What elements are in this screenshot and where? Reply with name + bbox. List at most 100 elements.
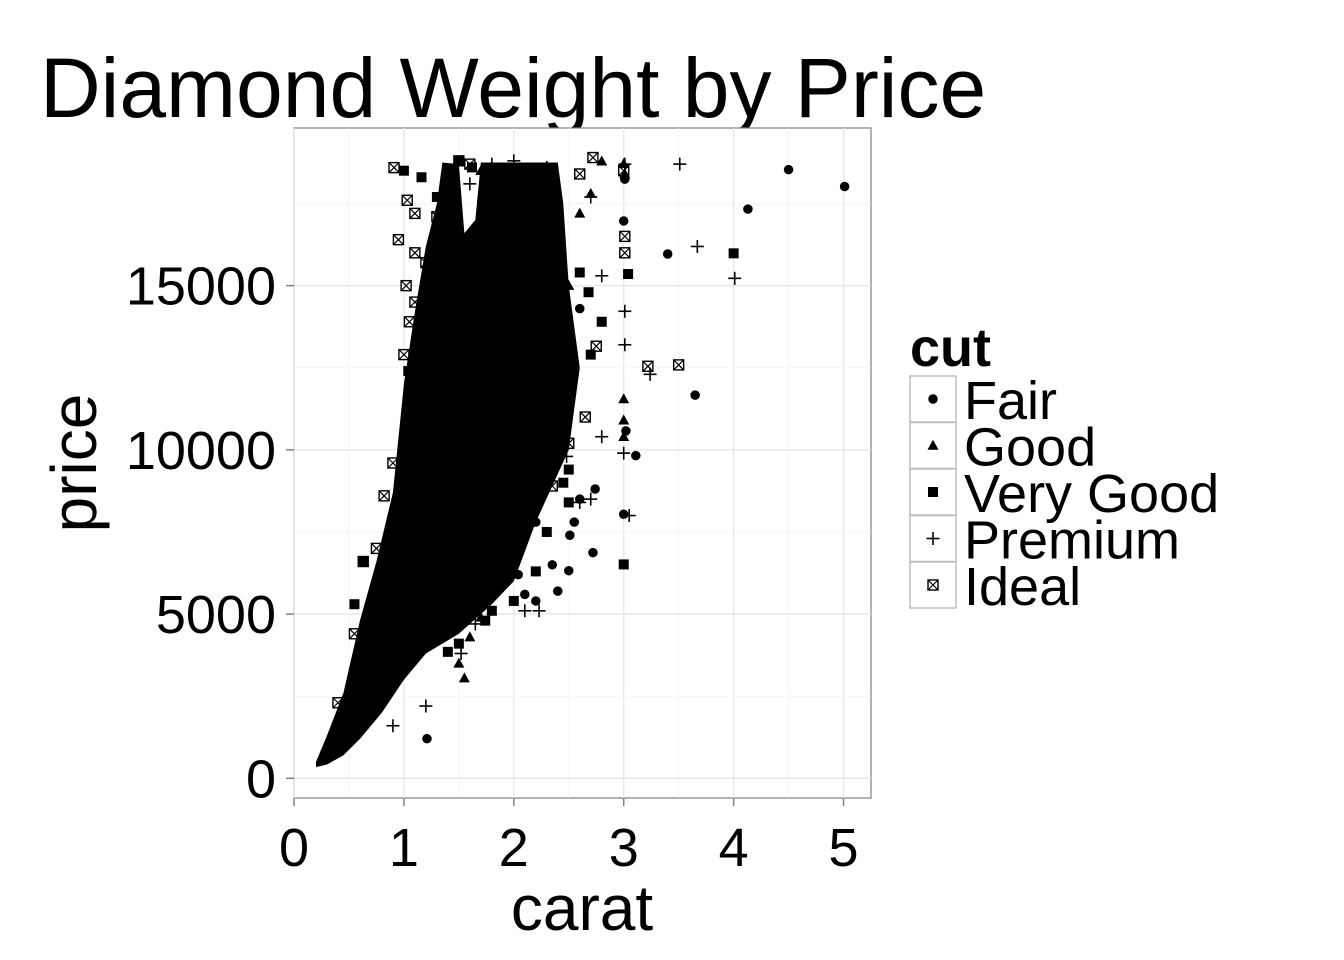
data-point xyxy=(569,517,580,527)
data-point xyxy=(487,566,497,577)
data-points xyxy=(332,151,850,744)
data-point xyxy=(531,596,541,606)
legend-item: Fair xyxy=(909,371,1057,431)
x-tick-label: 1 xyxy=(389,818,419,878)
data-point xyxy=(403,366,414,377)
data-point xyxy=(467,162,478,173)
data-point xyxy=(673,157,687,171)
data-point xyxy=(416,172,427,183)
legend-item: Ideal xyxy=(909,557,1081,617)
data-point xyxy=(442,316,454,327)
data-point xyxy=(618,164,630,177)
data-point xyxy=(590,484,600,494)
legend-circle-icon xyxy=(928,394,938,404)
data-point xyxy=(442,646,453,657)
data-point xyxy=(596,316,607,327)
data-point xyxy=(618,157,632,171)
x-tick-label: 3 xyxy=(609,818,639,878)
data-point xyxy=(783,164,794,175)
legend-square-icon xyxy=(928,487,938,497)
data-point xyxy=(541,425,552,436)
data-point xyxy=(587,151,599,164)
data-point xyxy=(531,274,541,284)
data-point xyxy=(349,599,360,610)
legend-label: Good xyxy=(964,418,1096,478)
data-point xyxy=(453,638,464,649)
data-point xyxy=(431,384,443,395)
data-point xyxy=(453,155,465,167)
data-point xyxy=(595,269,609,283)
data-point xyxy=(378,490,390,502)
data-point xyxy=(631,450,641,461)
data-point xyxy=(498,540,508,550)
data-point xyxy=(590,340,602,352)
data-point xyxy=(552,240,564,251)
data-point xyxy=(541,526,552,537)
data-point xyxy=(672,359,685,371)
data-point xyxy=(529,495,543,509)
data-point xyxy=(565,530,575,541)
data-point xyxy=(519,395,530,406)
data-point xyxy=(552,221,563,232)
data-point xyxy=(348,628,361,640)
data-point xyxy=(454,646,468,660)
data-point xyxy=(622,509,636,523)
y-tick-label: 10000 xyxy=(126,421,276,481)
data-point xyxy=(386,719,400,733)
data-point xyxy=(410,635,420,646)
data-point xyxy=(392,233,405,246)
data-point xyxy=(619,247,631,259)
data-point xyxy=(507,374,521,388)
data-point xyxy=(563,279,575,290)
data-point xyxy=(475,164,487,175)
data-point xyxy=(558,405,569,416)
x-axis-title: carat xyxy=(511,872,654,944)
legend-item: Premium xyxy=(909,511,1180,571)
data-point xyxy=(399,655,409,665)
data-point xyxy=(400,279,412,292)
data-point xyxy=(508,230,520,243)
data-point xyxy=(643,367,657,381)
data-point xyxy=(480,306,493,318)
data-point xyxy=(486,605,497,616)
legend-label: Fair xyxy=(964,371,1057,431)
chart-title: Diamond Weight by Price xyxy=(40,41,986,135)
legend-key xyxy=(909,514,957,563)
data-point xyxy=(422,733,432,744)
data-point xyxy=(458,672,470,683)
data-point xyxy=(579,411,591,423)
data-point xyxy=(420,256,432,269)
data-point xyxy=(403,316,416,328)
data-point xyxy=(558,477,569,488)
data-point xyxy=(453,657,465,668)
data-point xyxy=(546,480,558,492)
data-point xyxy=(557,365,569,377)
data-point xyxy=(563,464,574,475)
data-point xyxy=(541,184,553,195)
data-point xyxy=(391,668,402,679)
data-point xyxy=(398,348,410,361)
data-point xyxy=(530,296,542,307)
data-point xyxy=(618,559,629,570)
legend-label: Ideal xyxy=(964,557,1081,617)
data-point xyxy=(530,381,542,394)
data-point xyxy=(409,296,421,308)
data-point xyxy=(530,484,541,495)
y-tick-label: 15000 xyxy=(126,257,276,317)
data-point xyxy=(387,457,399,469)
data-point xyxy=(618,414,630,425)
data-point xyxy=(419,699,433,713)
data-point xyxy=(464,631,476,642)
legend-item: Good xyxy=(909,418,1096,478)
data-point xyxy=(464,227,476,238)
data-point xyxy=(486,375,498,386)
data-point xyxy=(398,165,409,176)
data-point xyxy=(476,602,486,613)
data-point xyxy=(728,271,742,285)
data-point xyxy=(520,589,530,600)
x-axis: 0 1 2 3 4 5 xyxy=(279,798,859,878)
data-point xyxy=(564,565,574,576)
data-point xyxy=(508,434,520,445)
data-point xyxy=(574,168,586,180)
